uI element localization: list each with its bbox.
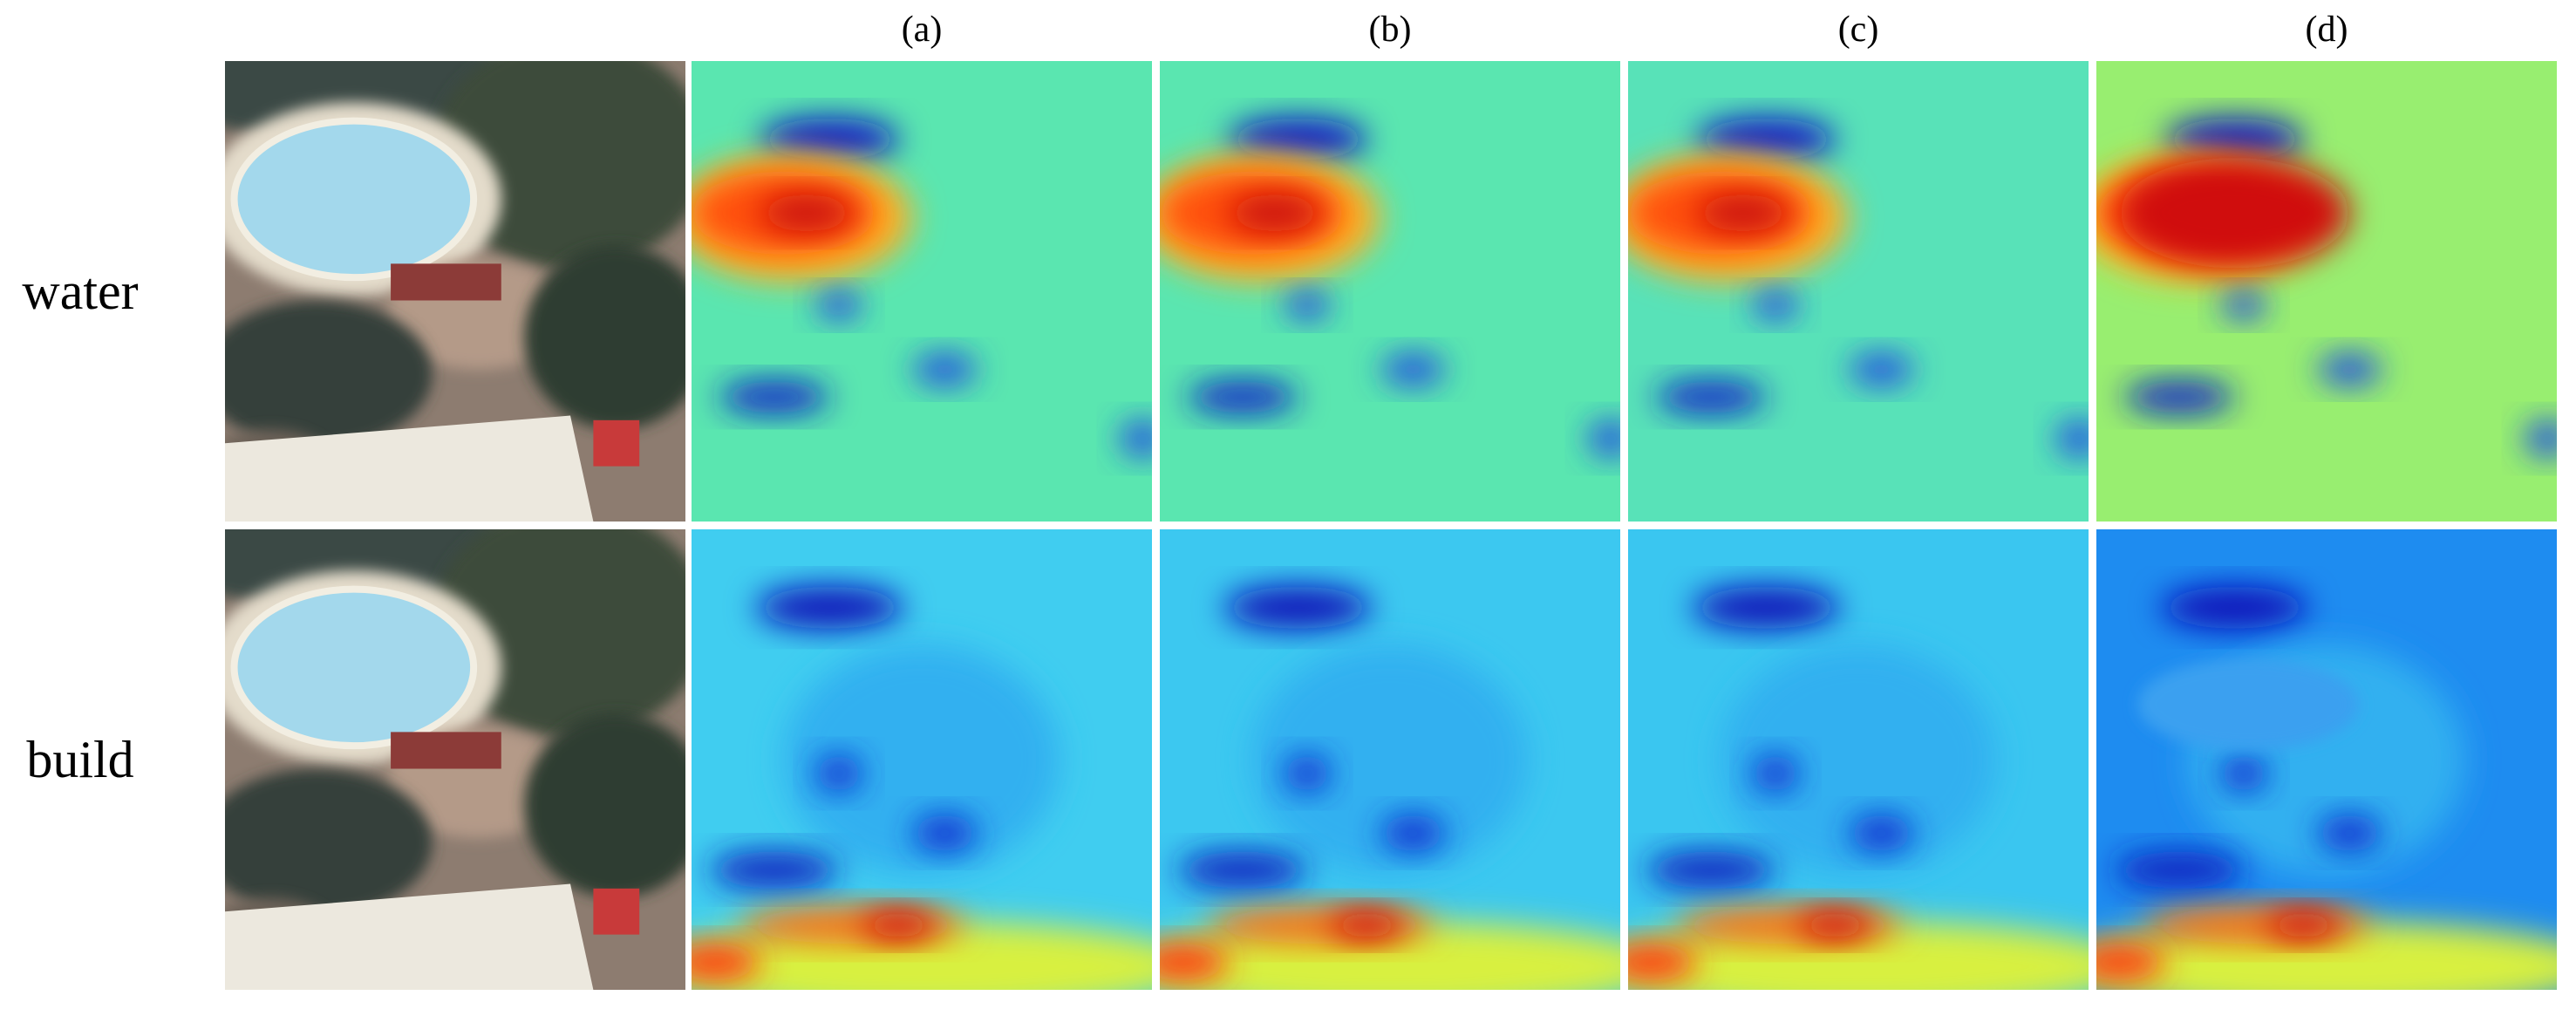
blob: [2266, 911, 2341, 939]
blob: [2096, 944, 2166, 981]
blob: [760, 119, 899, 160]
blob: [2220, 754, 2267, 792]
blob: [1692, 587, 1840, 629]
panel: [225, 61, 685, 522]
row-label: water: [22, 262, 138, 320]
blob: [912, 815, 978, 852]
blob: [2317, 815, 2382, 852]
panel: [692, 61, 1152, 522]
blob: [1849, 353, 1914, 386]
blob: [1646, 851, 1775, 889]
blob: [692, 944, 761, 981]
blob: [2165, 119, 2304, 160]
blob: [1752, 754, 1799, 792]
column-label: (c): [1838, 10, 1879, 50]
red-car: [593, 888, 640, 935]
blob: [815, 754, 862, 792]
blob: [1178, 851, 1307, 889]
blob: [524, 245, 685, 430]
blob: [912, 353, 978, 386]
blob: [1380, 353, 1446, 386]
blob: [1160, 944, 1230, 981]
blob: [1655, 380, 1767, 413]
roof: [391, 732, 501, 769]
panel: [2096, 529, 2557, 990]
blob: [2123, 380, 2235, 413]
red-car: [593, 419, 640, 467]
blob: [2160, 587, 2308, 629]
blob: [1330, 911, 1404, 939]
blob: [1120, 419, 1152, 458]
blob: [225, 300, 433, 448]
blob: [2115, 851, 2244, 889]
blob: [1720, 644, 1997, 875]
blob: [815, 291, 862, 319]
column-label: (a): [902, 10, 943, 50]
column-label: (d): [2306, 10, 2348, 50]
roofs: [225, 415, 594, 522]
blob: [1223, 587, 1372, 629]
blob: [783, 644, 1060, 875]
blob: [1229, 119, 1367, 160]
heatmap-bg: [1628, 61, 2089, 522]
panel: [1160, 61, 1620, 522]
heatmap-bg: [1160, 61, 1620, 522]
panel: [1160, 529, 1620, 990]
blob: [1628, 944, 1698, 981]
blob: [2056, 419, 2089, 458]
blob: [1284, 291, 1331, 319]
blob: [1798, 911, 1872, 939]
blob: [760, 194, 853, 232]
blob: [1752, 291, 1799, 319]
panel: [225, 529, 685, 990]
panel: [692, 529, 1152, 990]
blob: [2137, 658, 2359, 751]
blob: [1187, 380, 1298, 413]
blob: [1697, 119, 1836, 160]
roofs: [225, 883, 594, 990]
blob: [755, 587, 903, 629]
blob: [1588, 419, 1620, 458]
blob: [719, 380, 830, 413]
pool: [230, 117, 478, 282]
panel: [2096, 61, 2557, 522]
panel: [1628, 529, 2089, 990]
blob: [2317, 353, 2382, 386]
roof: [391, 263, 501, 301]
heatmap-bg: [2096, 61, 2557, 522]
blob: [1849, 815, 1914, 852]
blob: [1380, 815, 1446, 852]
pool: [230, 585, 478, 750]
heatmap-bg: [692, 61, 1152, 522]
row-label: build: [26, 731, 133, 788]
blob: [2525, 419, 2557, 458]
blob: [2220, 291, 2267, 319]
blob: [710, 851, 839, 889]
blob: [2119, 157, 2350, 269]
blob: [1284, 754, 1331, 792]
blob: [1251, 644, 1529, 875]
blob: [225, 768, 433, 917]
blob: [862, 911, 936, 939]
blob: [1697, 194, 1789, 232]
blob: [524, 713, 685, 898]
blob: [1229, 194, 1321, 232]
panel: [1628, 61, 2089, 522]
column-label: (b): [1369, 10, 1412, 50]
